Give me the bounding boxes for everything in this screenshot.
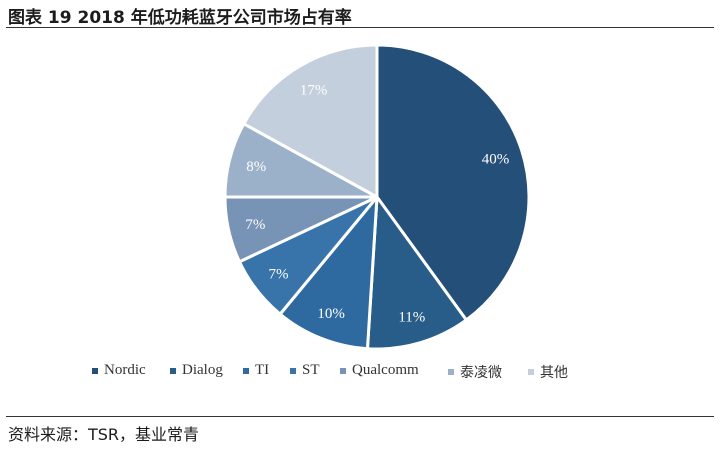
- pie-slice-label-5: 8%: [246, 159, 266, 175]
- legend-label-2: TI: [255, 362, 270, 378]
- legend-swatch-1: [170, 367, 176, 374]
- source-note: 资料来源：TSR，基业常青: [8, 425, 200, 444]
- pie-chart: 40% 11% 10% 7% 7% 8% 17%: [223, 43, 531, 351]
- legend-swatch-5: [448, 369, 454, 375]
- pie-slice-label-1: 11%: [398, 310, 425, 326]
- legend-item-0: Nordic: [92, 362, 146, 379]
- legend-swatch-3: [290, 367, 296, 374]
- legend-item-2: TI: [243, 362, 269, 379]
- legend-item-4: Qualcomm: [340, 362, 419, 379]
- legend-swatch-6: [528, 369, 534, 375]
- legend-label-0: Nordic: [104, 362, 146, 378]
- pie-slice-0: [375, 43, 531, 322]
- chart-legend: Nordic Dialog TI ST Qualcomm 泰凌微 其他: [0, 362, 720, 390]
- pie-slice-label-0: 40%: [482, 152, 510, 168]
- top-divider: [6, 27, 714, 28]
- pie-slice-label-3: 7%: [269, 266, 289, 282]
- legend-swatch-0: [92, 367, 98, 374]
- chart-figure-title: 图表 19 2018 年低功耗蓝牙公司市场占有率: [8, 8, 352, 28]
- legend-item-6: 其他: [528, 362, 568, 382]
- pie-slice-2: [278, 195, 379, 351]
- legend-swatch-2: [243, 367, 249, 374]
- pie-slice-1: [365, 195, 468, 351]
- legend-item-3: ST: [290, 362, 320, 379]
- legend-item-1: Dialog: [170, 362, 223, 379]
- pie-slice-label-4: 7%: [245, 217, 265, 233]
- legend-item-5: 泰凌微: [448, 362, 502, 382]
- bottom-divider: [6, 416, 714, 417]
- pie-slice-label-6: 17%: [300, 83, 328, 99]
- legend-label-5: 泰凌微: [460, 365, 502, 381]
- legend-swatch-4: [340, 367, 346, 374]
- legend-label-4: Qualcomm: [352, 362, 419, 378]
- pie-slice-6: [242, 43, 379, 199]
- pie-slice-label-2: 10%: [317, 306, 345, 322]
- legend-label-3: ST: [302, 362, 320, 378]
- legend-label-1: Dialog: [182, 362, 223, 378]
- legend-label-6: 其他: [540, 365, 568, 381]
